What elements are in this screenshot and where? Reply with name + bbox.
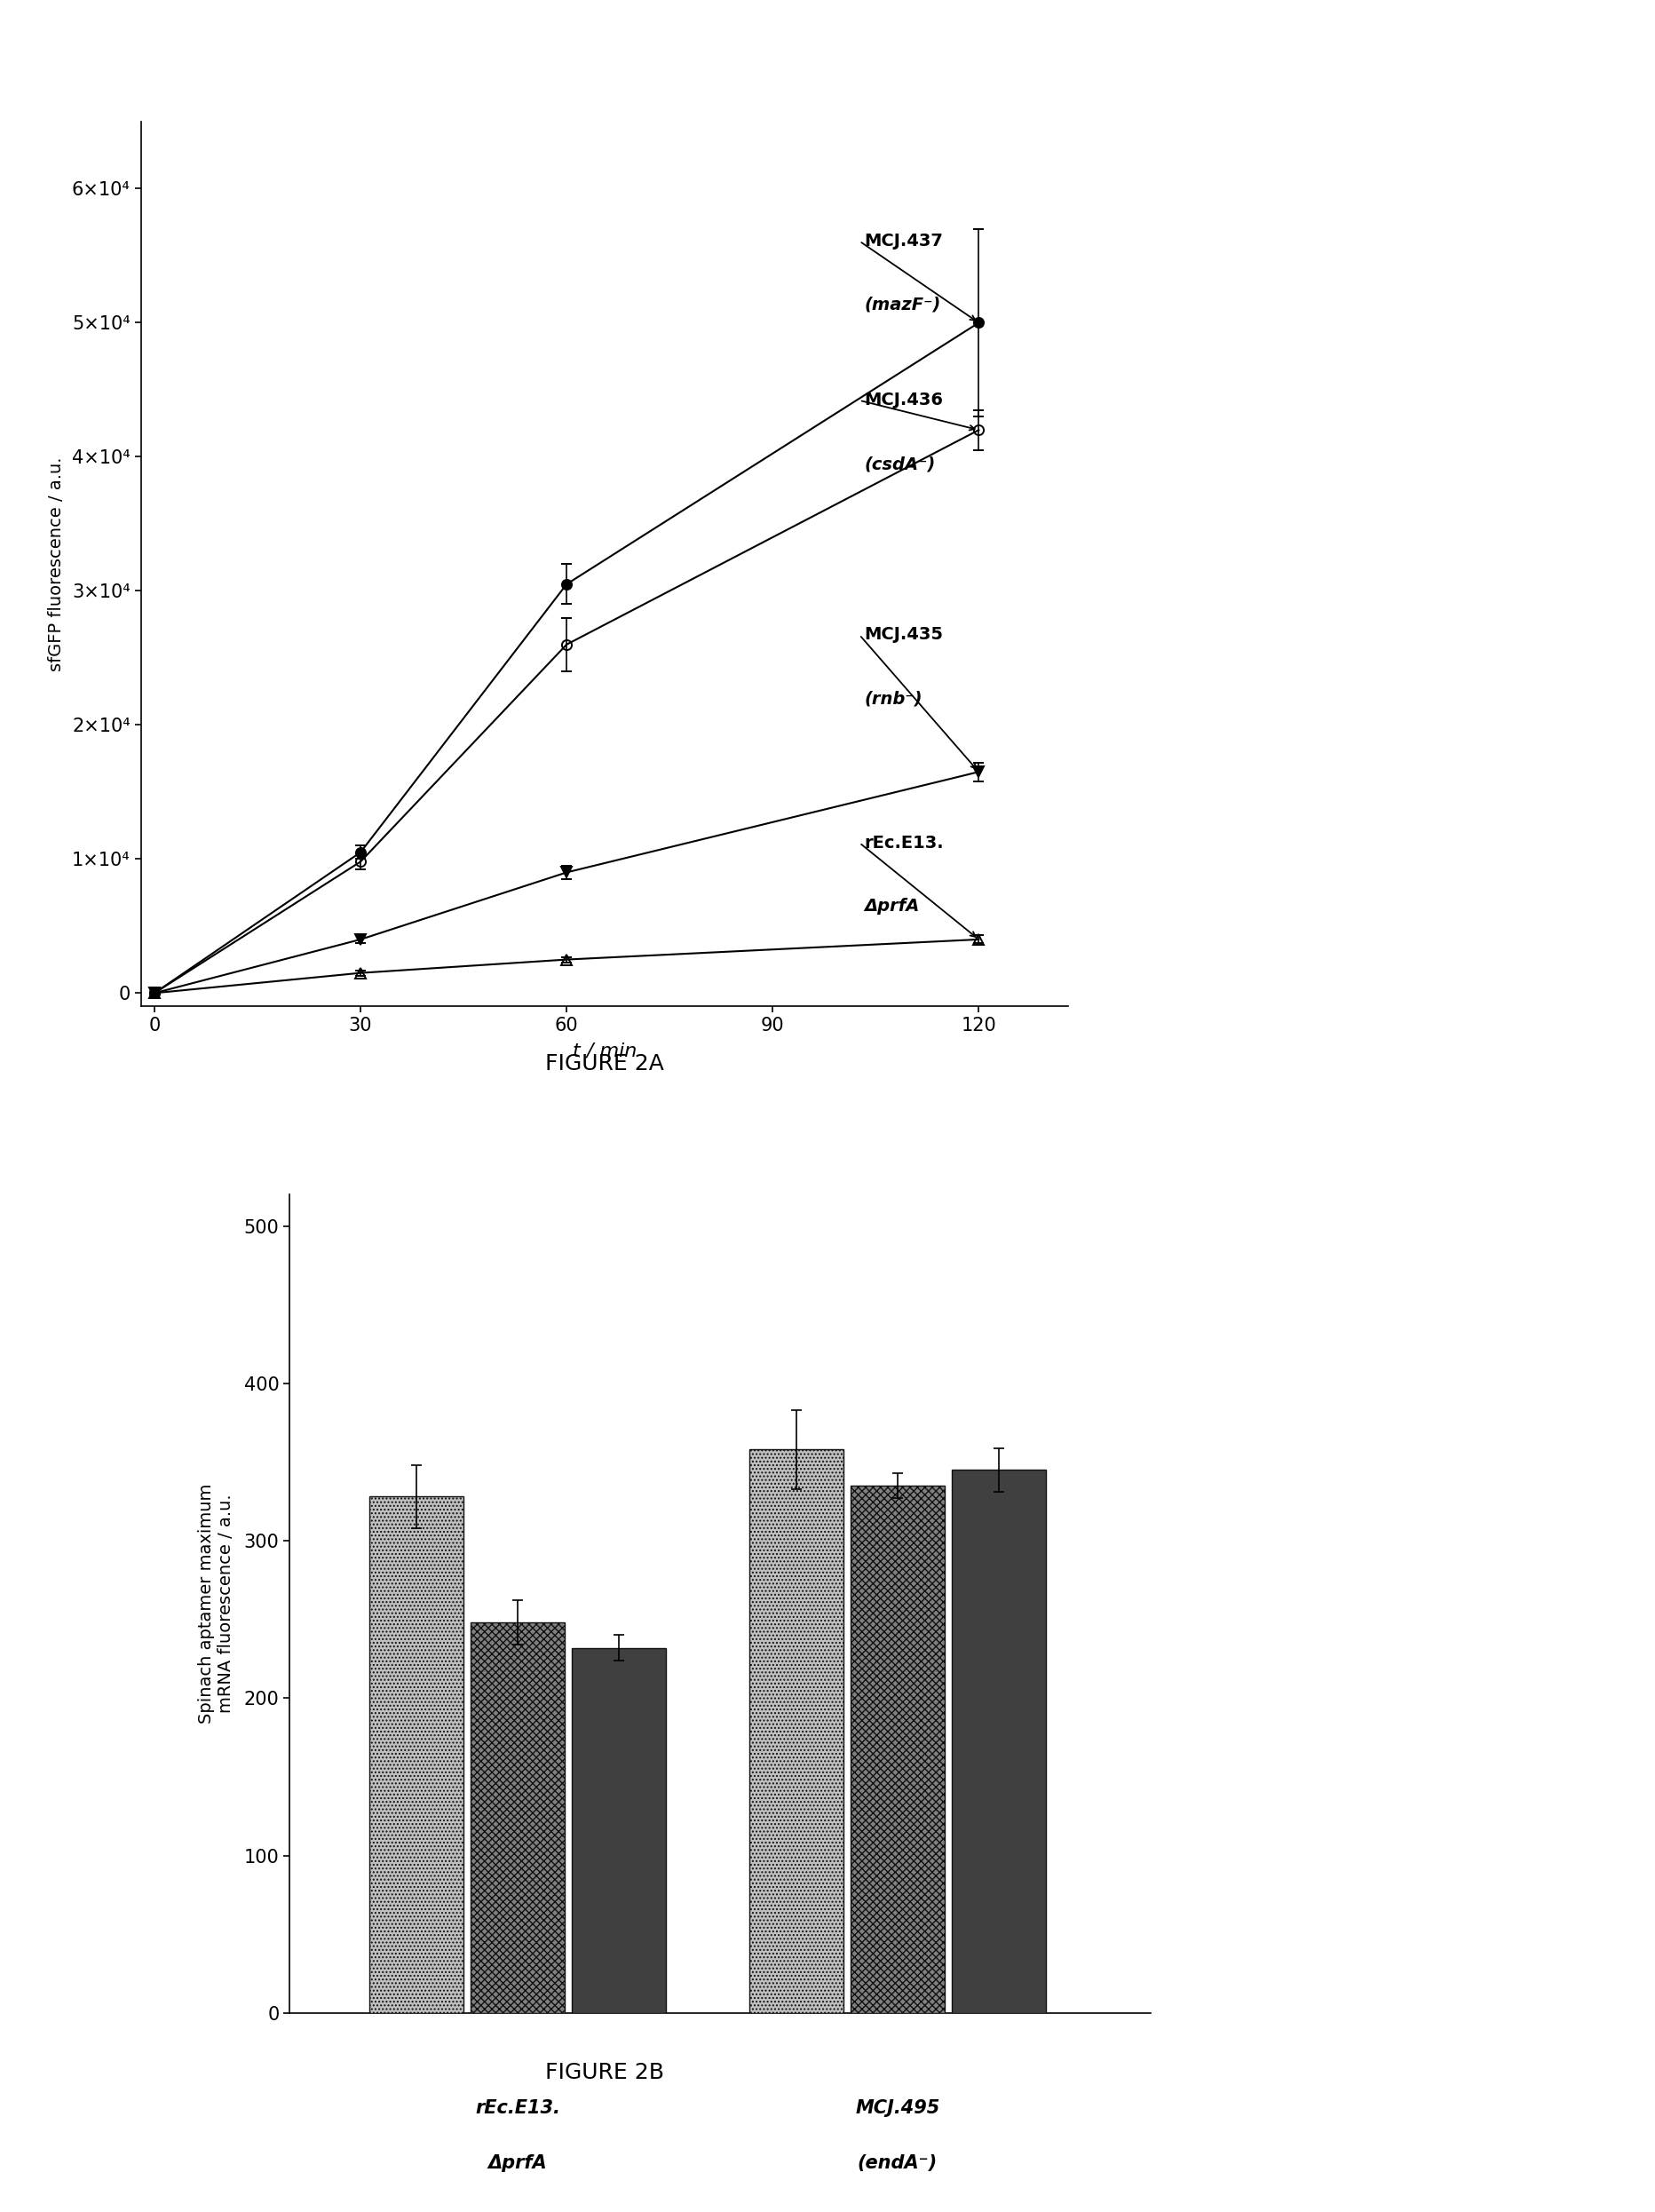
Text: MCJ.436: MCJ.436 (864, 392, 943, 409)
Y-axis label: Spinach aptamer maximum
mRNA fluorescence / a.u.: Spinach aptamer maximum mRNA fluorescenc… (197, 1484, 233, 1723)
Text: rEc.E13.: rEc.E13. (864, 834, 943, 852)
Bar (952, 1471, 1046, 2013)
Text: (endA⁻): (endA⁻) (857, 2154, 937, 2172)
Text: (mazF⁻): (mazF⁻) (864, 296, 940, 314)
Text: MCJ.435: MCJ.435 (864, 626, 943, 644)
Bar (748, 1449, 842, 2013)
Text: ΔprfA: ΔprfA (488, 2154, 548, 2172)
Text: FIGURE 2B: FIGURE 2B (544, 2062, 664, 2084)
Text: (csdA⁻): (csdA⁻) (864, 456, 935, 473)
Bar (470, 1624, 564, 2013)
Text: MCJ.437: MCJ.437 (864, 232, 942, 250)
Text: MCJ.495: MCJ.495 (856, 2099, 940, 2117)
Bar (571, 1648, 665, 2013)
X-axis label: t / min: t / min (573, 1042, 636, 1060)
Text: (rnb⁻): (rnb⁻) (864, 690, 922, 708)
Bar (851, 1486, 945, 2013)
Y-axis label: sfGFP fluorescence / a.u.: sfGFP fluorescence / a.u. (48, 458, 65, 670)
Text: FIGURE 2A: FIGURE 2A (544, 1053, 664, 1075)
Text: rEc.E13.: rEc.E13. (475, 2099, 559, 2117)
Text: ΔprfA: ΔprfA (864, 898, 919, 916)
Bar (369, 1498, 463, 2013)
